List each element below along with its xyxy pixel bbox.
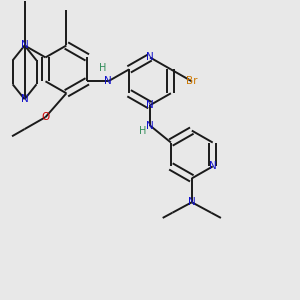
Text: N: N <box>104 76 112 86</box>
Text: H: H <box>98 63 106 73</box>
Text: N: N <box>21 40 28 50</box>
Text: O: O <box>41 112 50 122</box>
Text: N: N <box>188 197 196 207</box>
Text: N: N <box>209 161 217 171</box>
Text: N: N <box>146 52 154 62</box>
Text: N: N <box>146 100 154 110</box>
Text: Br: Br <box>186 76 198 86</box>
Text: H: H <box>139 127 146 136</box>
Text: N: N <box>146 121 154 130</box>
Text: N: N <box>21 94 28 104</box>
